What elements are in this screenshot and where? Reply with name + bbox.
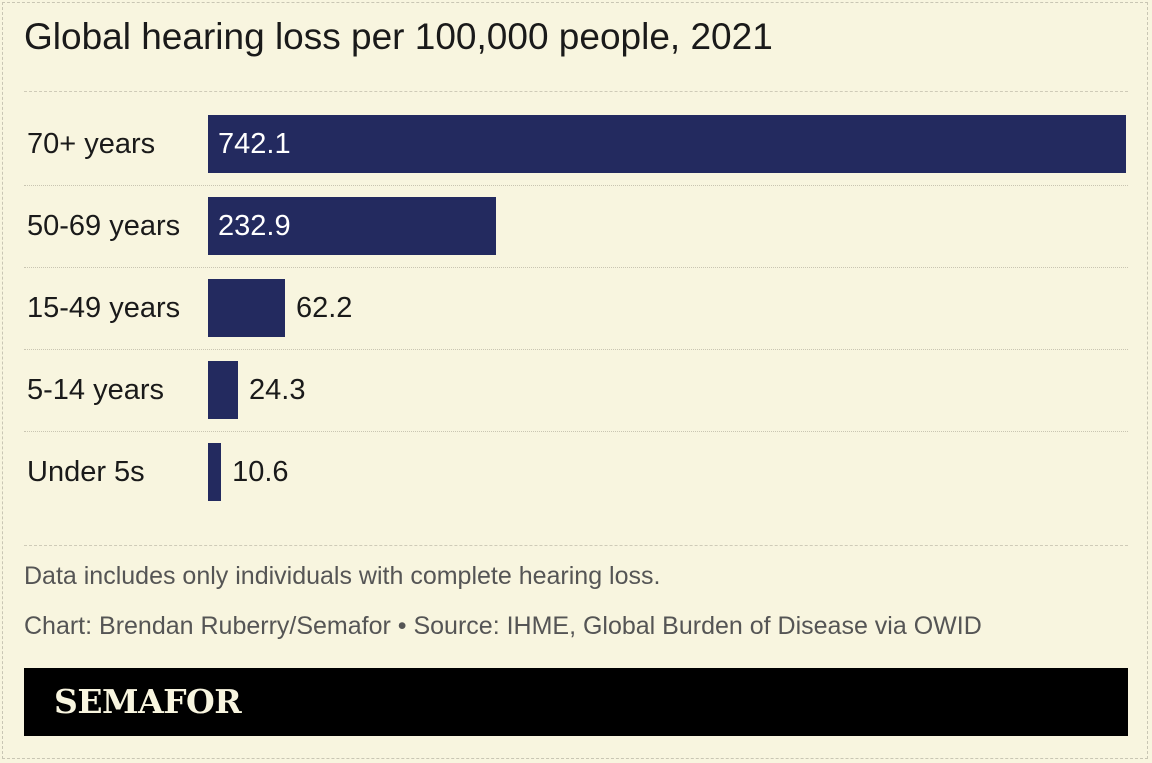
- row-separator: [24, 267, 1128, 268]
- category-label: 70+ years: [27, 128, 156, 160]
- category-label: Under 5s: [27, 456, 145, 488]
- bar: [208, 443, 222, 501]
- bar: [208, 115, 1126, 173]
- data-label: 232.9: [218, 210, 291, 242]
- chart-title: Global hearing loss per 100,000 people, …: [24, 16, 773, 57]
- category-label: 15-49 years: [27, 292, 181, 324]
- chart-credit: Chart: Brendan Ruberry/Semafor • Source:…: [24, 612, 982, 640]
- brand-bar: SEMAFOR: [24, 668, 1128, 736]
- data-label: 62.2: [295, 292, 353, 324]
- data-label: 742.1: [218, 128, 291, 160]
- bar: [208, 361, 239, 419]
- data-label: 24.3: [249, 374, 306, 406]
- bar: [208, 197, 497, 255]
- row-separator: [24, 431, 1128, 432]
- row-separator: [24, 185, 1128, 186]
- bottom-divider: [24, 545, 1128, 546]
- row-separator: [24, 349, 1128, 350]
- chart-note: Data includes only individuals with comp…: [24, 562, 661, 590]
- category-label: 5-14 years: [27, 374, 165, 406]
- semafor-logo: SEMAFOR: [54, 682, 242, 721]
- bar: [208, 279, 285, 337]
- category-label: 50-69 years: [27, 210, 181, 242]
- data-label: 10.6: [232, 456, 289, 488]
- top-divider: [24, 91, 1128, 92]
